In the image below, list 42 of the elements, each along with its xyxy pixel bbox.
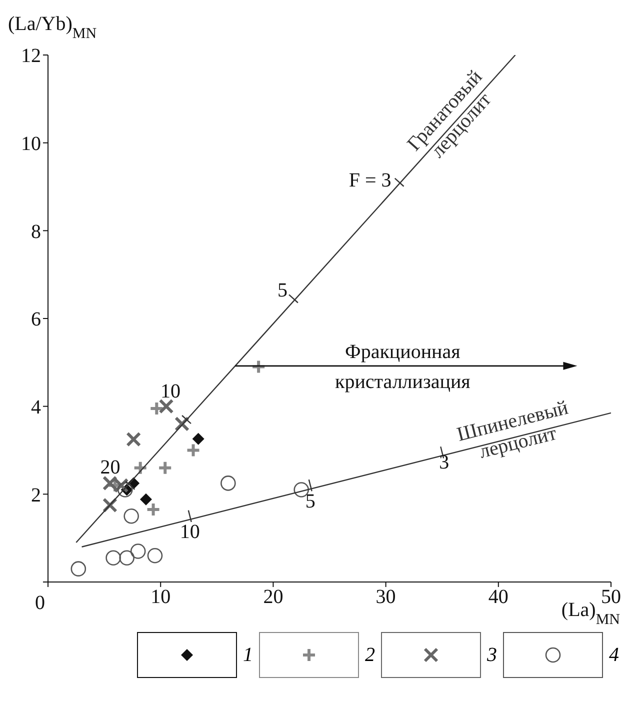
point <box>192 432 204 445</box>
point <box>146 502 161 518</box>
point <box>158 460 173 476</box>
annotation: F = 3 <box>348 169 392 192</box>
point <box>126 432 142 447</box>
y-tick-label: 6 <box>31 308 41 331</box>
annotation: 10 <box>160 380 180 403</box>
x-tick-label: 0 <box>35 592 45 614</box>
point <box>119 550 134 566</box>
point <box>186 442 201 458</box>
x-tick-label: 10 <box>150 586 171 608</box>
point <box>124 508 139 524</box>
annotation: 10 <box>180 521 200 544</box>
point <box>149 401 164 416</box>
y-axis-title: (La/Yb)$_{MN}$ <box>8 13 97 42</box>
point <box>70 561 86 576</box>
annotation: 5 <box>277 280 288 302</box>
point <box>140 493 152 506</box>
annotation: 20 <box>100 456 120 478</box>
x-tick-label: 40 <box>488 586 508 608</box>
point <box>130 544 146 559</box>
y-tick-label: 8 <box>31 220 41 243</box>
legend-label: 1 <box>243 644 253 666</box>
point <box>147 548 163 564</box>
x-tick-label: 30 <box>376 586 396 608</box>
legend-label: 3 <box>487 644 497 666</box>
point <box>106 550 121 566</box>
point <box>117 482 133 498</box>
legend-label: 4 <box>609 644 619 666</box>
point <box>102 476 118 491</box>
y-tick-label: 10 <box>21 132 41 155</box>
y-tick-label: 12 <box>21 45 41 68</box>
y-tick-label: 4 <box>31 396 41 418</box>
point <box>251 359 266 374</box>
x-tick-label: 20 <box>263 586 284 608</box>
annotation: 5 <box>305 490 316 512</box>
annotation: 3 <box>439 451 450 474</box>
point <box>158 398 174 414</box>
point <box>220 476 236 491</box>
legend-label: 2 <box>365 644 375 666</box>
y-tick-label: 2 <box>31 484 41 506</box>
annotation: Фракционная кристаллизация <box>334 340 470 393</box>
